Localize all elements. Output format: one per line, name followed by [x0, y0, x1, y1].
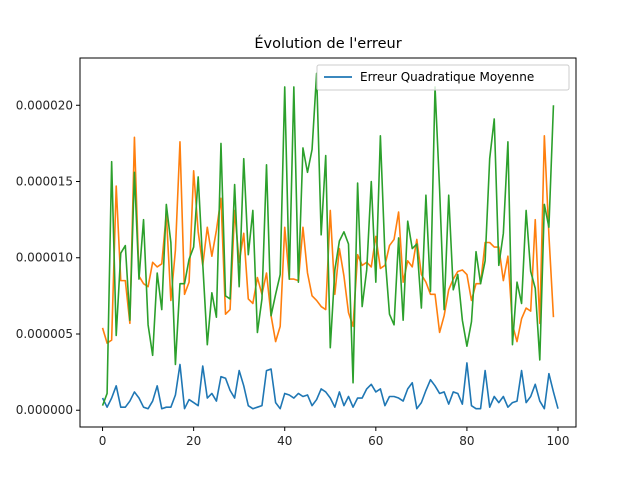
- legend: Erreur Quadratique Moyenne: [316, 64, 570, 91]
- x-tick-label: 80: [459, 434, 474, 448]
- y-tick-label: 0.000010: [16, 251, 73, 265]
- series-line-1: [101, 362, 559, 410]
- x-tick-label: 20: [186, 434, 201, 448]
- plot-frame: [79, 57, 577, 428]
- y-tick-label: 0.000005: [16, 327, 73, 341]
- x-tick-label: 0: [99, 434, 107, 448]
- legend-label: Erreur Quadratique Moyenne: [360, 70, 534, 84]
- legend-box: [316, 64, 570, 91]
- x-axis: 0 20 40 60 80 100: [99, 427, 570, 448]
- x-tick-label: 100: [547, 434, 570, 448]
- y-tick-label: 0.000020: [16, 98, 73, 112]
- y-tick-label: 0.000015: [16, 175, 73, 189]
- series-line-3: [101, 72, 555, 406]
- y-tick-label: 0.000000: [16, 403, 73, 417]
- x-tick-label: 40: [277, 434, 292, 448]
- y-axis: 0.000000 0.000005 0.000010 0.000015 0.000020: [16, 98, 80, 417]
- series-lines: [101, 72, 559, 410]
- chart-title: Évolution de l'erreur: [254, 35, 401, 52]
- x-tick-label: 60: [368, 434, 383, 448]
